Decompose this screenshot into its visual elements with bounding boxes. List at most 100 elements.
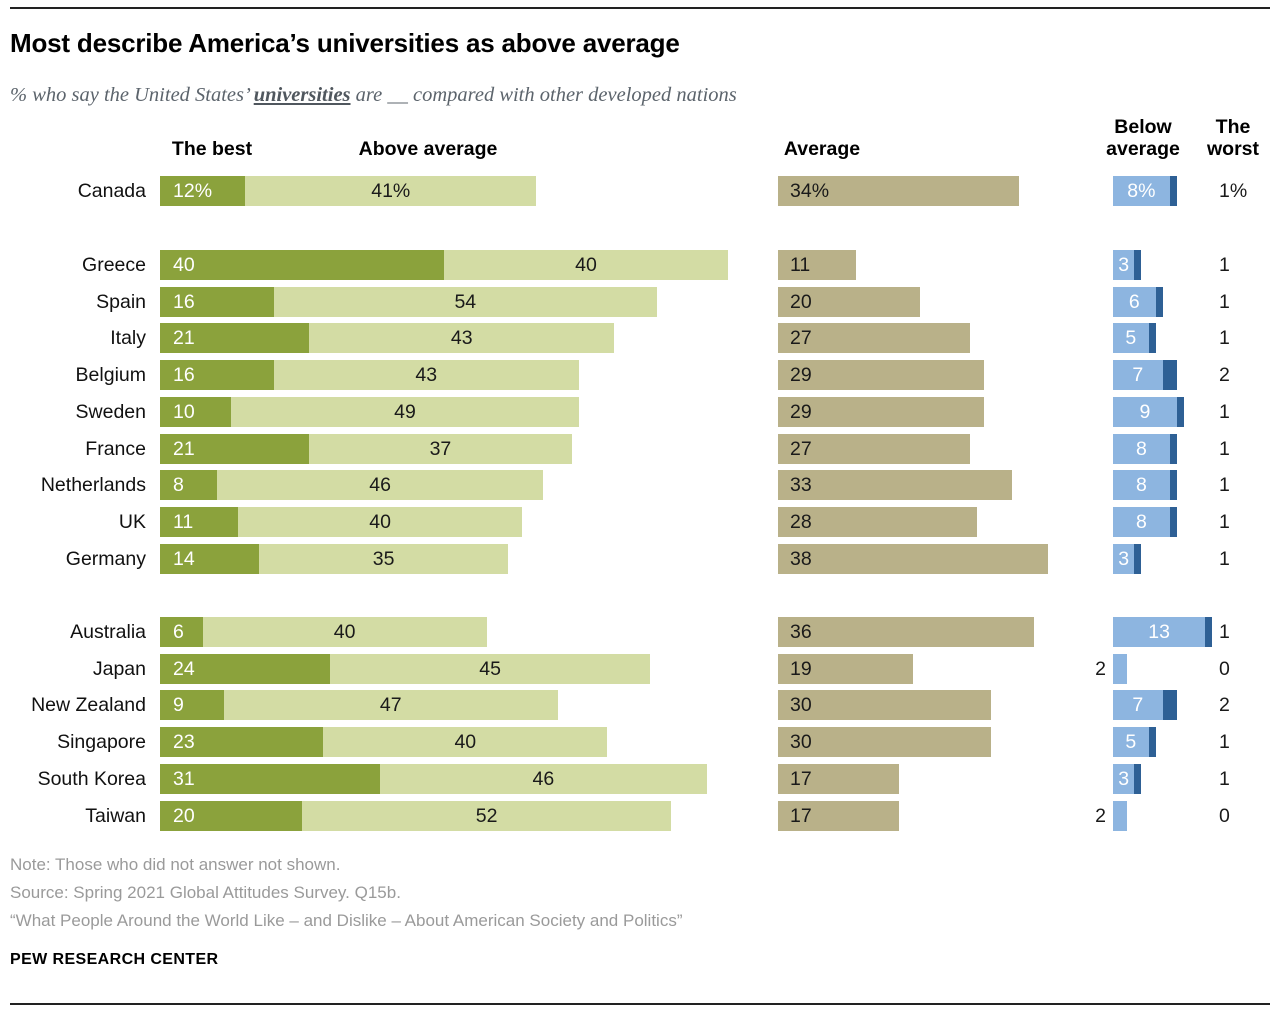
bottom-rule — [10, 1003, 1270, 1005]
bar-above-average: 40 — [202, 617, 487, 647]
bar-above-average: 35 — [259, 543, 508, 574]
bar-above-average: 49 — [231, 396, 579, 427]
bar-the-worst — [1205, 617, 1213, 647]
subtitle-suffix: are __ compared with other developed nat… — [350, 84, 737, 106]
bar-above-average: 47 — [223, 690, 558, 721]
bar-average: 27 — [778, 433, 970, 464]
country-label: Japan — [92, 657, 146, 680]
bar-above-average: 43 — [309, 323, 615, 354]
country-label: Germany — [65, 547, 146, 570]
bar-above-average: 37 — [309, 433, 572, 464]
bar-average: 29 — [778, 360, 984, 391]
below-average-outside-label: 2 — [1095, 804, 1106, 827]
bar-the-best: 23 — [160, 727, 324, 758]
country-label: Italy — [110, 327, 146, 350]
bar-above-average: 40 — [238, 506, 523, 537]
bar-above-average: 54 — [273, 286, 657, 317]
bar-the-worst — [1162, 360, 1177, 391]
bar-the-worst — [1134, 250, 1142, 280]
bar-average: 17 — [778, 800, 899, 831]
bar-below-average: 9 — [1113, 396, 1177, 427]
country-row: Italy 21 43 27 5 1 — [0, 323, 1280, 354]
column-header-below-average: Below average — [1106, 116, 1180, 160]
country-label: Greece — [82, 254, 146, 276]
country-label: France — [85, 437, 146, 460]
bar-the-best: 6 — [160, 617, 203, 647]
country-label: Spain — [96, 290, 146, 313]
chart-subtitle: % who say the United States’ universitie… — [10, 84, 737, 107]
country-label: Belgium — [75, 364, 146, 387]
worst-value-label: 2 — [1219, 364, 1230, 387]
bar-average: 27 — [778, 323, 970, 354]
bar-average: 19 — [778, 653, 913, 684]
worst-value-label: 1 — [1219, 254, 1230, 276]
bar-the-best: 40 — [160, 250, 444, 280]
worst-value-label: 0 — [1219, 804, 1230, 827]
bar-above-average: 40 — [444, 250, 728, 280]
chart-title: Most describe America’s universities as … — [10, 28, 680, 58]
bar-the-worst — [1169, 470, 1177, 501]
country-label: Sweden — [75, 400, 146, 423]
bar-average: 30 — [778, 690, 991, 721]
bar-the-best: 14 — [160, 543, 260, 574]
worst-value-label: 2 — [1219, 694, 1230, 717]
bar-the-best: 21 — [160, 433, 310, 464]
bar-average: 34% — [778, 176, 1020, 206]
bar-above-average: 41% — [245, 176, 537, 206]
worst-value-label: 1 — [1219, 767, 1230, 790]
footnote-source: Source: Spring 2021 Global Attitudes Sur… — [10, 883, 401, 902]
worst-value-label: 1 — [1219, 327, 1230, 350]
bar-the-worst — [1169, 433, 1177, 464]
bar-the-worst — [1162, 690, 1177, 721]
bar-average: 20 — [778, 286, 920, 317]
bar-above-average: 52 — [302, 800, 672, 831]
bar-above-average: 45 — [330, 653, 650, 684]
bar-average: 30 — [778, 727, 991, 758]
country-row: Belgium 16 43 29 7 2 — [0, 360, 1280, 391]
country-row: Spain 16 54 20 6 1 — [0, 286, 1280, 317]
country-row: France 21 37 27 8 1 — [0, 433, 1280, 464]
worst-value-label: 1 — [1219, 290, 1230, 313]
bar-above-average: 46 — [380, 763, 707, 794]
bar-above-average: 43 — [273, 360, 579, 391]
bar-above-average: 46 — [216, 470, 544, 501]
column-header-the-best: The best — [171, 138, 253, 160]
column-header-above-average: Above average — [358, 138, 498, 160]
country-label: New Zealand — [31, 694, 146, 717]
bar-the-worst — [1148, 323, 1156, 354]
bar-the-best: 24 — [160, 653, 331, 684]
bar-below-average: 3 — [1113, 763, 1135, 794]
bar-the-best: 31 — [160, 763, 381, 794]
country-row: Netherlands 8 46 33 8 1 — [0, 470, 1280, 501]
bar-below-average: 8 — [1113, 506, 1170, 537]
column-headers: The best Above average Average Below aver… — [0, 116, 1280, 162]
bar-below-average: 6 — [1113, 286, 1156, 317]
brand-label: PEW RESEARCH CENTER — [10, 951, 219, 968]
country-row: UK 11 40 28 8 1 — [0, 506, 1280, 537]
worst-value-label: 0 — [1219, 657, 1230, 680]
subtitle-prefix: % who say the United States’ — [10, 84, 254, 106]
worst-value-label: 1 — [1219, 621, 1230, 643]
bar-the-best: 8 — [160, 470, 217, 501]
bar-the-best: 16 — [160, 360, 274, 391]
worst-value-label: 1 — [1219, 400, 1230, 423]
bar-the-best: 12% — [160, 176, 246, 206]
country-label: Netherlands — [40, 474, 146, 497]
bar-the-worst — [1134, 543, 1142, 574]
bar-below-average: 8 — [1113, 433, 1170, 464]
country-label: Taiwan — [85, 804, 146, 827]
bar-the-worst — [1148, 727, 1156, 758]
bar-the-best: 9 — [160, 690, 224, 721]
bar-average: 17 — [778, 763, 899, 794]
country-label: Canada — [77, 180, 146, 202]
top-rule — [10, 7, 1270, 9]
bar-the-worst — [1134, 763, 1142, 794]
bar-the-best: 20 — [160, 800, 302, 831]
country-row: Taiwan 20 52 17 2 0 — [0, 800, 1280, 831]
worst-value-label: 1 — [1219, 510, 1230, 533]
country-row: South Korea 31 46 17 3 1 — [0, 763, 1280, 794]
bar-average: 11 — [778, 250, 857, 280]
country-row: New Zealand 9 47 30 7 2 — [0, 690, 1280, 721]
bar-the-best: 11 — [160, 506, 239, 537]
